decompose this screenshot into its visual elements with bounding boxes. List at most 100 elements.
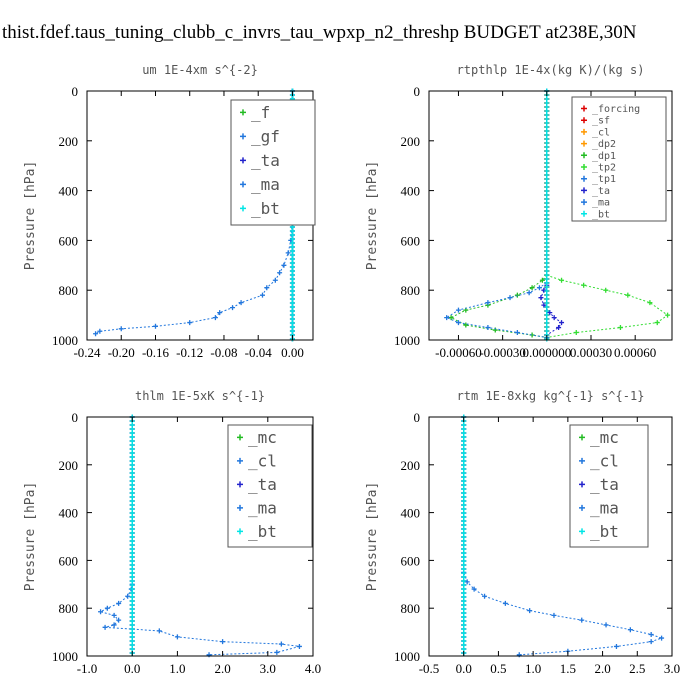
x-tick-label: -0.5 bbox=[419, 661, 440, 676]
series-line-tp1 bbox=[445, 91, 548, 339]
y-tick-label: 200 bbox=[401, 134, 421, 149]
y-tick-label: 600 bbox=[401, 553, 421, 568]
legend-box bbox=[227, 424, 313, 548]
x-tick-label: 0.0 bbox=[124, 661, 140, 676]
legend-swatch bbox=[579, 481, 585, 488]
data-point bbox=[264, 285, 270, 291]
y-axis-label: Pressure [hPa] bbox=[23, 161, 38, 271]
data-point bbox=[455, 307, 461, 313]
x-tick-label: 3.0 bbox=[260, 661, 276, 676]
legend-swatch bbox=[581, 117, 587, 124]
legend-swatch bbox=[237, 504, 243, 511]
legend-swatch bbox=[581, 140, 587, 147]
data-point bbox=[238, 300, 244, 306]
x-tick-label: -0.00060 bbox=[435, 345, 482, 360]
data-point bbox=[581, 282, 587, 288]
data-point bbox=[471, 586, 477, 592]
data-point bbox=[116, 617, 122, 623]
data-point bbox=[485, 300, 491, 306]
x-tick-label: 0.00030 bbox=[570, 345, 612, 360]
data-point bbox=[617, 325, 623, 331]
legend-swatch bbox=[581, 210, 587, 217]
data-point bbox=[538, 295, 544, 301]
data-point bbox=[111, 612, 117, 618]
legend-swatch bbox=[240, 181, 246, 188]
data-point bbox=[220, 639, 226, 645]
x-tick-label: -0.08 bbox=[210, 345, 237, 360]
data-point bbox=[625, 292, 631, 298]
legend-swatch bbox=[581, 128, 587, 135]
x-tick-label: 0.0 bbox=[456, 661, 472, 676]
legend-entry: _ta bbox=[248, 475, 277, 494]
x-tick-label: 3.0 bbox=[664, 661, 680, 676]
data-point bbox=[98, 609, 104, 615]
legend-entry: _mc bbox=[590, 428, 619, 447]
x-tick-label: 1.0 bbox=[169, 661, 185, 676]
data-point bbox=[206, 652, 212, 658]
legend-entry: _mc bbox=[248, 428, 277, 447]
panel-title: rtpthlp 1E-4x(kg K)/(kg s) bbox=[457, 63, 645, 77]
x-tick-label: -0.24 bbox=[73, 345, 101, 360]
panel-um: um 1E-4xm s^{-2} Pressure [hPa] 0 200 400 600… bbox=[23, 63, 316, 360]
data-point bbox=[551, 315, 557, 321]
data-point bbox=[281, 262, 287, 268]
legend-swatch bbox=[581, 199, 587, 206]
data-point bbox=[277, 270, 283, 276]
data-point bbox=[448, 315, 454, 321]
y-tick-label: 800 bbox=[59, 283, 79, 298]
data-point bbox=[464, 579, 470, 585]
data-point bbox=[212, 315, 218, 321]
panel-rtm: rtm 1E-8xkg kg^{-1} s^{-1} Pressure [hPa]… bbox=[365, 389, 680, 676]
data-point bbox=[444, 315, 450, 321]
data-point bbox=[102, 624, 108, 630]
data-point bbox=[93, 331, 99, 337]
legend-entry: _ta bbox=[251, 151, 280, 170]
y-tick-label: 0 bbox=[72, 84, 79, 99]
data-point bbox=[539, 277, 545, 283]
data-point bbox=[259, 292, 265, 298]
legend-entry: _cl bbox=[248, 452, 277, 471]
data-point bbox=[97, 328, 103, 334]
y-tick-label: 400 bbox=[401, 506, 421, 521]
data-point bbox=[627, 627, 633, 633]
x-tick-label: 1.0 bbox=[525, 661, 541, 676]
legend-entry: _ma bbox=[590, 499, 619, 518]
legend-swatch bbox=[579, 457, 585, 464]
legend-swatch bbox=[581, 164, 587, 170]
panel-title: rtm 1E-8xkg kg^{-1} s^{-1} bbox=[457, 389, 645, 403]
legend-entry: _bt bbox=[592, 209, 610, 220]
data-point bbox=[296, 643, 302, 649]
legend-entry: _f bbox=[251, 103, 270, 122]
legend-swatch bbox=[237, 457, 243, 464]
legend-box bbox=[569, 424, 649, 548]
y-tick-label: 600 bbox=[59, 553, 79, 568]
legend-swatch bbox=[579, 528, 585, 535]
legend-entry: _dp2 bbox=[592, 139, 616, 150]
x-tick-label: 4.0 bbox=[305, 661, 321, 676]
y-tick-label: 1000 bbox=[52, 649, 78, 664]
y-axis-label: Pressure [hPa] bbox=[23, 482, 38, 592]
x-tick-label: 0.00060 bbox=[614, 345, 656, 360]
data-point bbox=[654, 320, 660, 326]
data-point bbox=[485, 325, 491, 331]
legend-swatch bbox=[237, 481, 243, 488]
legend-swatch bbox=[237, 528, 243, 535]
data-point bbox=[463, 322, 469, 328]
legend-swatch bbox=[579, 504, 585, 511]
legend-swatch bbox=[581, 175, 587, 182]
data-point bbox=[527, 608, 533, 614]
data-point bbox=[278, 641, 284, 647]
data-point bbox=[152, 323, 158, 329]
data-point bbox=[455, 320, 461, 326]
data-point bbox=[118, 326, 124, 332]
legend-entry: _sf bbox=[592, 116, 610, 127]
y-tick-label: 0 bbox=[414, 410, 421, 425]
y-axis-label: Pressure [hPa] bbox=[365, 161, 380, 271]
data-point bbox=[125, 593, 131, 599]
data-point bbox=[156, 628, 162, 634]
data-point bbox=[603, 622, 609, 628]
legend-swatch bbox=[237, 434, 243, 441]
data-point bbox=[285, 250, 291, 256]
y-tick-label: 0 bbox=[72, 410, 79, 425]
data-point bbox=[526, 290, 532, 296]
